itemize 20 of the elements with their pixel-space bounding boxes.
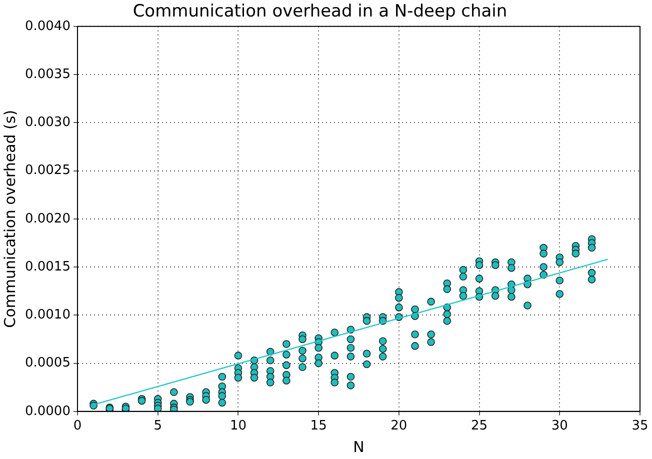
y-tick-label: 0.0000 <box>24 404 70 419</box>
x-tick-label: 35 <box>632 418 648 434</box>
x-axis-title: N <box>353 438 364 456</box>
y-tick-label: 0.0020 <box>24 211 70 226</box>
y-tick-label: 0.0030 <box>24 115 70 130</box>
y-tick-label: 0.0010 <box>24 308 70 323</box>
chart-title: Communication overhead in a N-deep chain <box>132 2 508 22</box>
x-tick-label: 10 <box>230 418 246 434</box>
x-tick-label: 15 <box>310 418 327 434</box>
x-tick-label: 5 <box>154 418 162 434</box>
y-tick-label: 0.0025 <box>24 163 70 178</box>
x-tick-label: 0 <box>73 418 82 434</box>
y-tick-label: 0.0005 <box>24 356 70 371</box>
y-tick-label: 0.0040 <box>24 18 70 34</box>
x-tick-label: 25 <box>471 418 488 434</box>
x-tick-label: 30 <box>551 418 568 434</box>
y-axis-title: Communication overhead (s) <box>0 110 19 328</box>
x-tick-label: 20 <box>390 418 408 434</box>
y-tick-label: 0.0015 <box>24 259 70 274</box>
y-tick-label: 0.0035 <box>24 66 70 82</box>
